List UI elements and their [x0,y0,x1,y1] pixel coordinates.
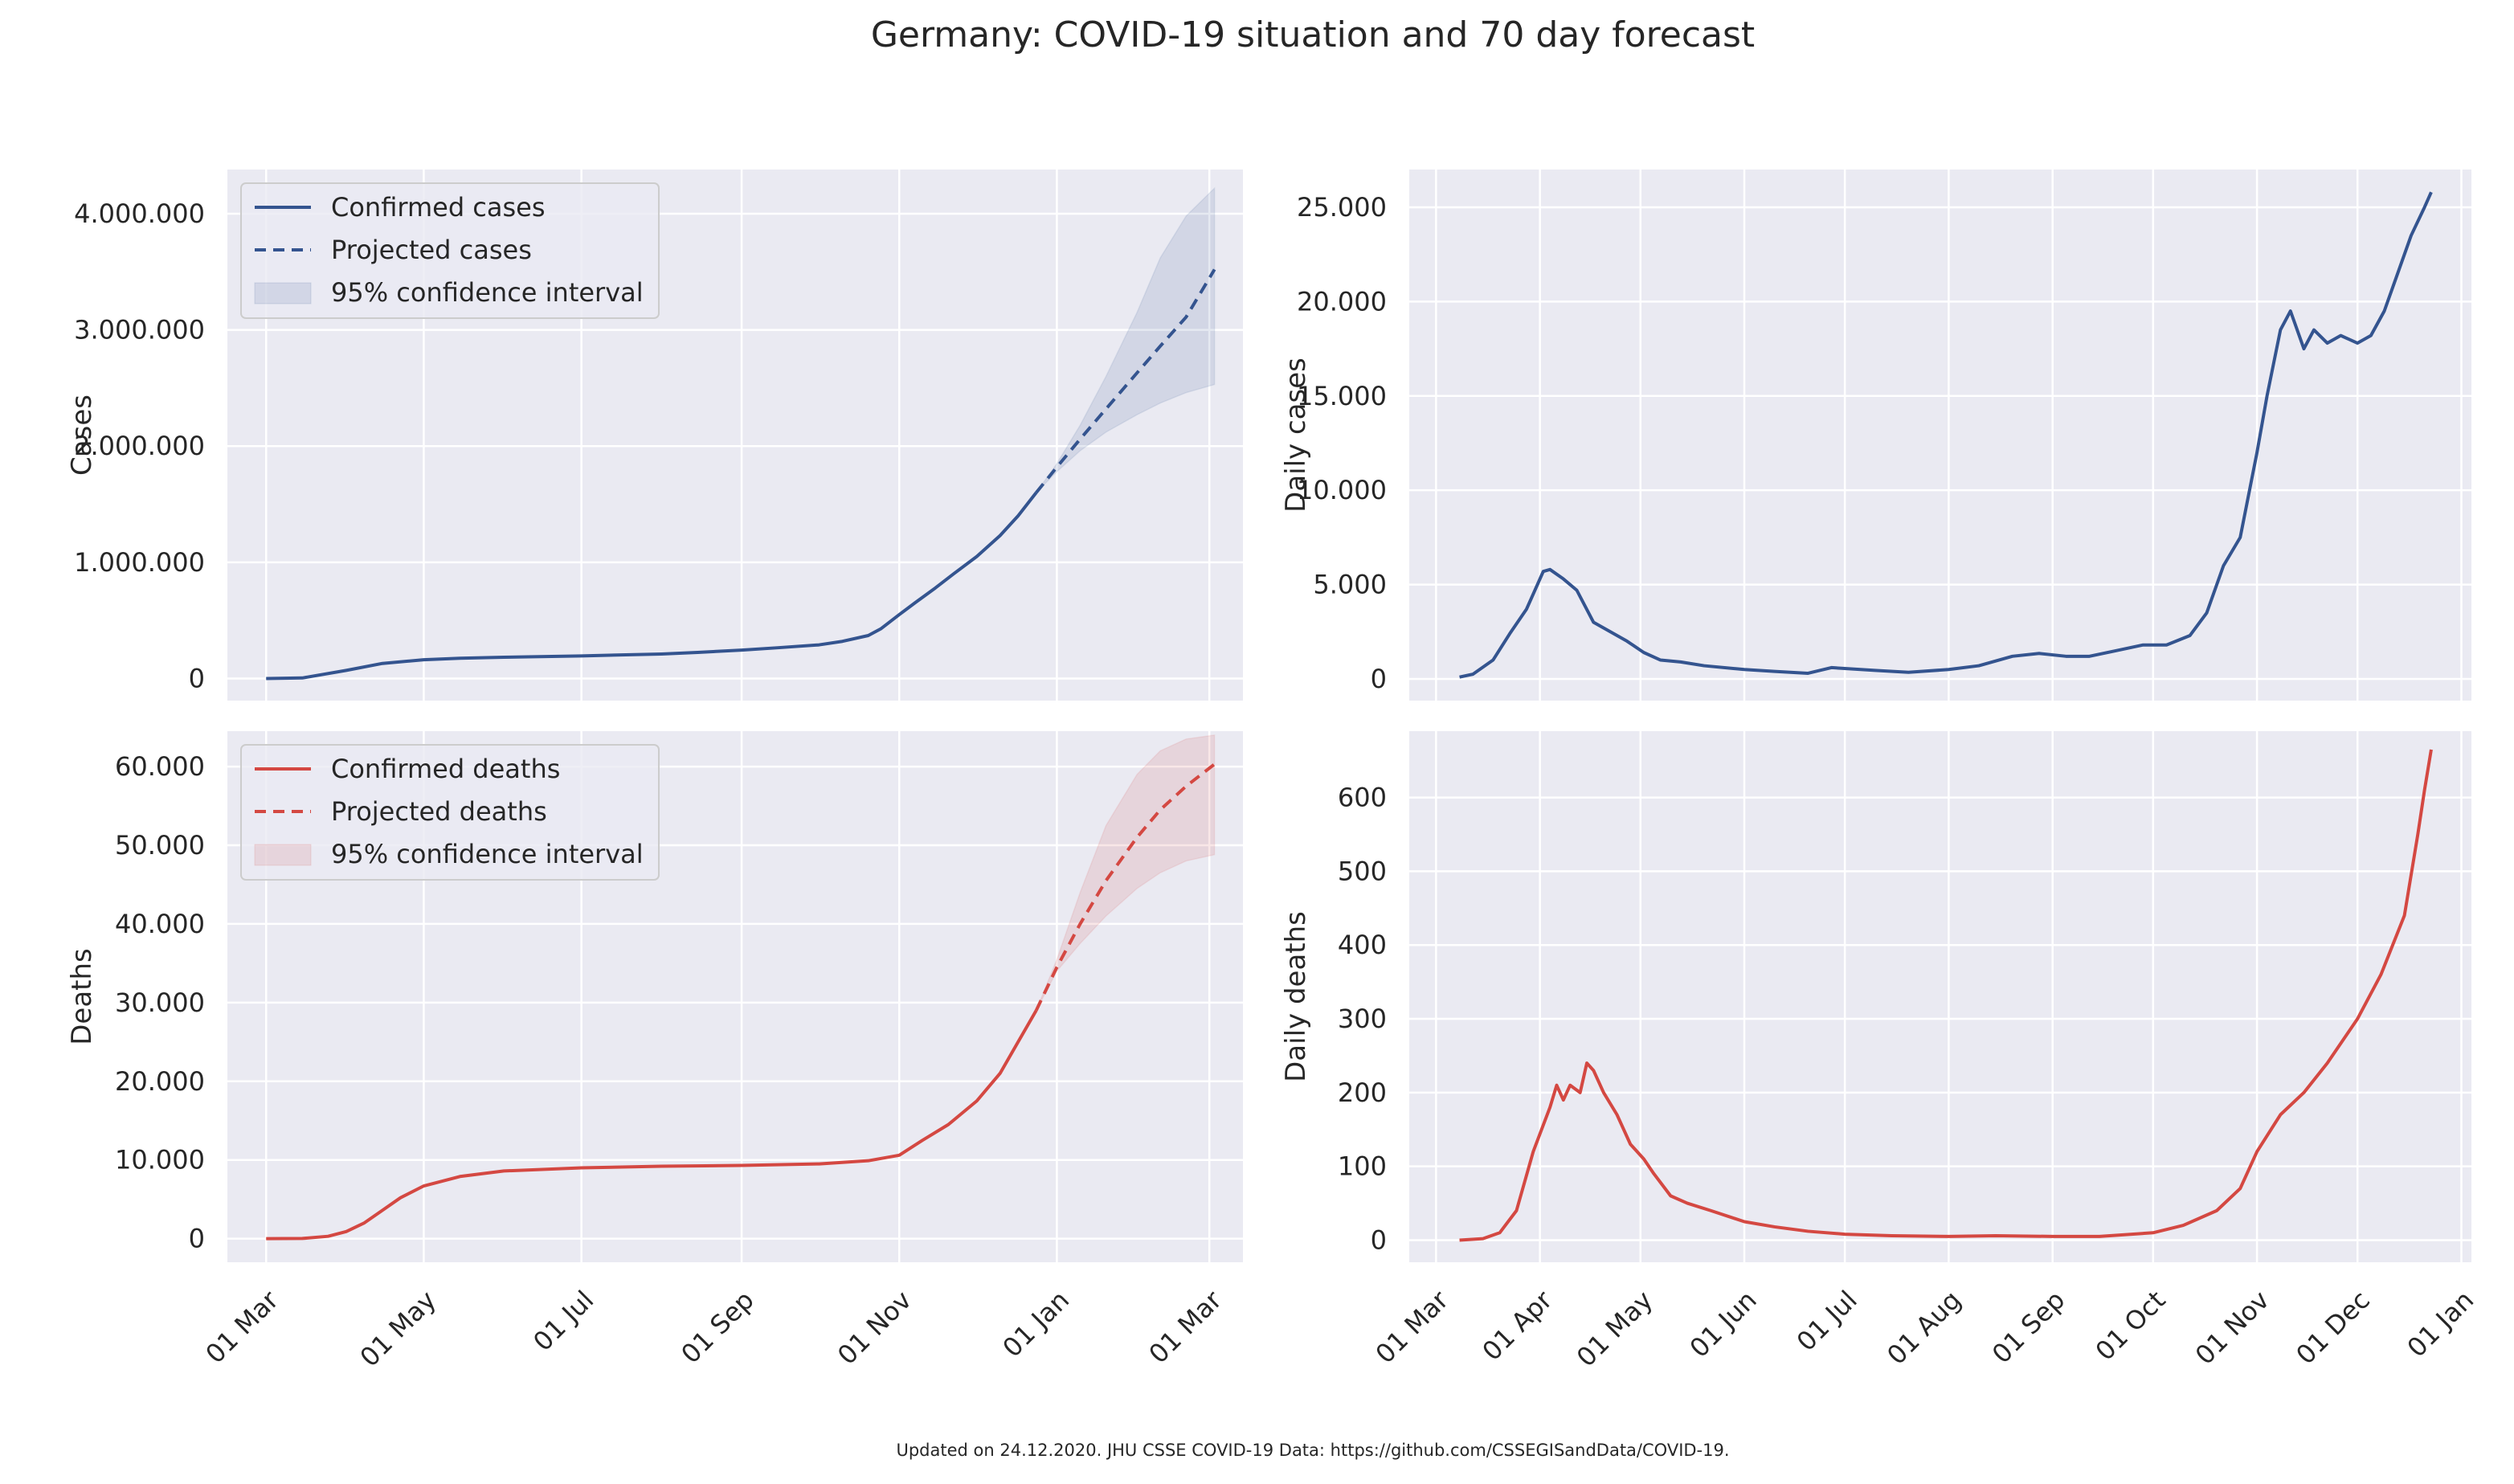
x-tick-label: 01 May [354,1285,443,1373]
x-tick-label: 01 Mar [199,1284,284,1369]
projected-line [1035,268,1216,494]
daily-line [1459,191,2433,679]
y-tick-label: 300 [1338,1004,1387,1034]
y-tick-label: 0 [1371,664,1387,694]
daily-cases-axes: 0 5.000 10.000 15.000 20.000 25.000 Daily case… [1280,170,2471,701]
y-tick-label: 100 [1338,1151,1387,1182]
x-tick-label: 01 Jan [2401,1285,2479,1363]
y-tick-label: 0 [189,664,205,694]
confirmed-line [266,1009,1038,1241]
y-tick-label: 4.000.000 [74,198,205,229]
cumulative-deaths-axes: 0 10.000 20.000 30.000 40.000 50.000 60.000 01 … [66,731,1243,1372]
confidence-band [1036,186,1216,493]
daily-line [1459,749,2433,1242]
y-tick-label: 3.000.000 [74,315,205,345]
y-tick-label: 2.000.000 [74,431,205,461]
y-tick-label: 500 [1338,856,1387,886]
y-axis-label: Daily cases [1280,358,1312,513]
y-tick-label: 10.000 [1297,475,1387,505]
y-tick-label: 30.000 [115,987,205,1018]
x-tick-label: 01 Sep [675,1285,760,1370]
legend-label: Confirmed cases [331,192,546,223]
y-tick-label: 1.000.000 [74,547,205,578]
x-tick-label: 01 Jul [527,1285,599,1357]
y-tick-label: 400 [1338,930,1387,960]
x-tick-label: 01 Nov [832,1285,918,1371]
legend-label: Projected cases [331,235,532,265]
legend: Confirmed deaths Projected deaths 95% conf… [240,744,660,881]
cumulative-cases-axes: 0 1.000.000 2.000.000 3.000.000 4.000.000 Cas… [66,170,1243,701]
y-tick-label: 15.000 [1297,381,1387,411]
y-axis-label: Cases [66,395,98,476]
x-tick-label: 01 Jul [1791,1285,1863,1357]
y-axis-label: Daily deaths [1280,911,1312,1082]
legend-label: 95% confidence interval [331,839,644,869]
x-tick-label: 01 Apr [1476,1284,1559,1367]
y-tick-label: 200 [1338,1077,1387,1108]
x-tick-label: 01 Nov [2189,1285,2275,1371]
x-tick-label: 01 Mar [1143,1284,1228,1369]
y-tick-label: 5.000 [1313,570,1387,600]
legend-box [240,182,660,319]
x-tick-label: 01 Dec [2290,1285,2376,1371]
x-tick-label: 01 Aug [1881,1285,1967,1371]
plot-area [1409,731,2471,1262]
x-tick-label: 01 Jan [996,1285,1075,1363]
y-axis-label: Deaths [66,948,98,1045]
legend-label: Confirmed deaths [331,754,560,784]
x-tick-label: 01 Sep [1986,1285,2071,1370]
figure-title: Germany: COVID-19 situation and 70 day f… [871,14,1755,55]
y-tick-label: 20.000 [1297,286,1387,317]
y-tick-label: 0 [189,1224,205,1254]
projected-line [1034,762,1216,1012]
x-tick-label: 01 May [1571,1285,1659,1373]
y-tick-label: 20.000 [115,1066,205,1097]
plot-area [1409,170,2471,701]
confidence-band [1036,734,1216,1011]
confirmed-line [266,491,1038,681]
x-tick-label: 01 Oct [2090,1285,2172,1367]
legend-band-swatch [254,282,312,305]
legend-label: Projected deaths [331,796,547,827]
legend-band-swatch [254,844,312,866]
legend-label: 95% confidence interval [331,277,644,308]
y-tick-label: 10.000 [115,1145,205,1175]
figure-footer: Updated on 24.12.2020. JHU CSSE COVID-19… [896,1441,1729,1460]
y-tick-label: 40.000 [115,909,205,939]
legend-box [240,744,660,881]
y-tick-label: 60.000 [115,751,205,782]
y-tick-label: 0 [1371,1224,1387,1255]
x-tick-label: 01 Jun [1684,1285,1763,1363]
daily-deaths-axes: 0 100 200 300 400 500 600 01 Mar 01 Apr 01 May 01 … [1280,731,2479,1372]
y-tick-label: 25.000 [1297,192,1387,223]
y-tick-label: 600 [1338,783,1387,813]
x-tick-label: 01 Mar [1370,1284,1455,1369]
y-tick-label: 50.000 [115,830,205,861]
legend: Confirmed cases Projected cases 95% confid… [240,182,660,319]
